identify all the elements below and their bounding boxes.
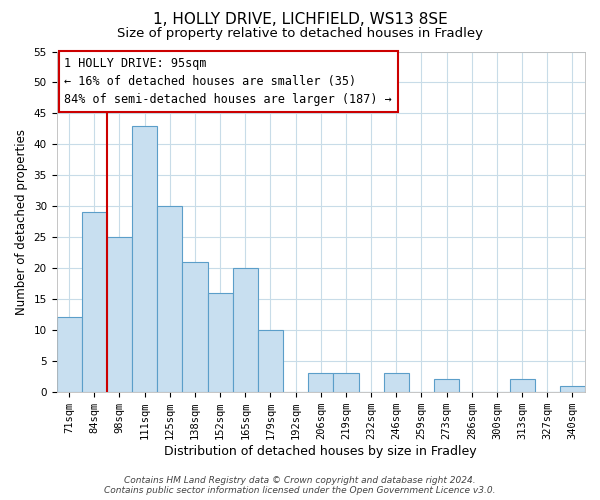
Bar bbox=[434, 380, 459, 392]
Bar bbox=[182, 262, 208, 392]
Text: Size of property relative to detached houses in Fradley: Size of property relative to detached ho… bbox=[117, 28, 483, 40]
Bar bbox=[383, 373, 409, 392]
Bar bbox=[132, 126, 157, 392]
Bar bbox=[560, 386, 585, 392]
Bar bbox=[308, 373, 334, 392]
Bar bbox=[334, 373, 359, 392]
Text: 1 HOLLY DRIVE: 95sqm
← 16% of detached houses are smaller (35)
84% of semi-detac: 1 HOLLY DRIVE: 95sqm ← 16% of detached h… bbox=[64, 56, 392, 106]
Bar bbox=[208, 292, 233, 392]
Bar bbox=[233, 268, 258, 392]
Bar bbox=[157, 206, 182, 392]
Bar bbox=[82, 212, 107, 392]
Bar bbox=[56, 318, 82, 392]
Text: Contains HM Land Registry data © Crown copyright and database right 2024.
Contai: Contains HM Land Registry data © Crown c… bbox=[104, 476, 496, 495]
Bar bbox=[107, 237, 132, 392]
Bar bbox=[258, 330, 283, 392]
X-axis label: Distribution of detached houses by size in Fradley: Distribution of detached houses by size … bbox=[164, 444, 477, 458]
Y-axis label: Number of detached properties: Number of detached properties bbox=[15, 128, 28, 314]
Text: 1, HOLLY DRIVE, LICHFIELD, WS13 8SE: 1, HOLLY DRIVE, LICHFIELD, WS13 8SE bbox=[152, 12, 448, 28]
Bar bbox=[509, 380, 535, 392]
